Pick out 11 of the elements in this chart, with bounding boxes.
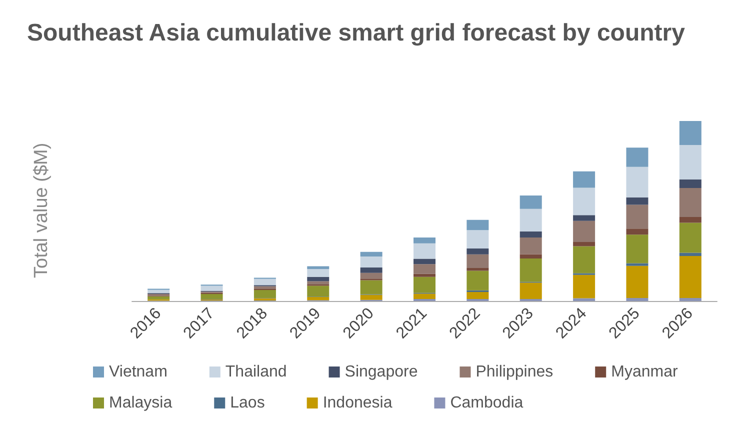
legend-label: Indonesia [322,394,392,412]
legend-label: Cambodia [450,394,524,412]
legend-label: Thailand [225,364,287,380]
legend-label: Malaysia [109,394,172,412]
legend-label: Philippines [476,364,554,380]
y-axis-title: Total value ($M) [31,142,52,278]
legend-label: Vietnam [109,364,168,380]
legend-label: Singapore [344,364,418,380]
legend-label: Laos [230,394,265,412]
legend-label: Myanmar [611,364,678,380]
chart-title: Southeast Asia cumulative smart grid forecast by country [27,20,686,46]
